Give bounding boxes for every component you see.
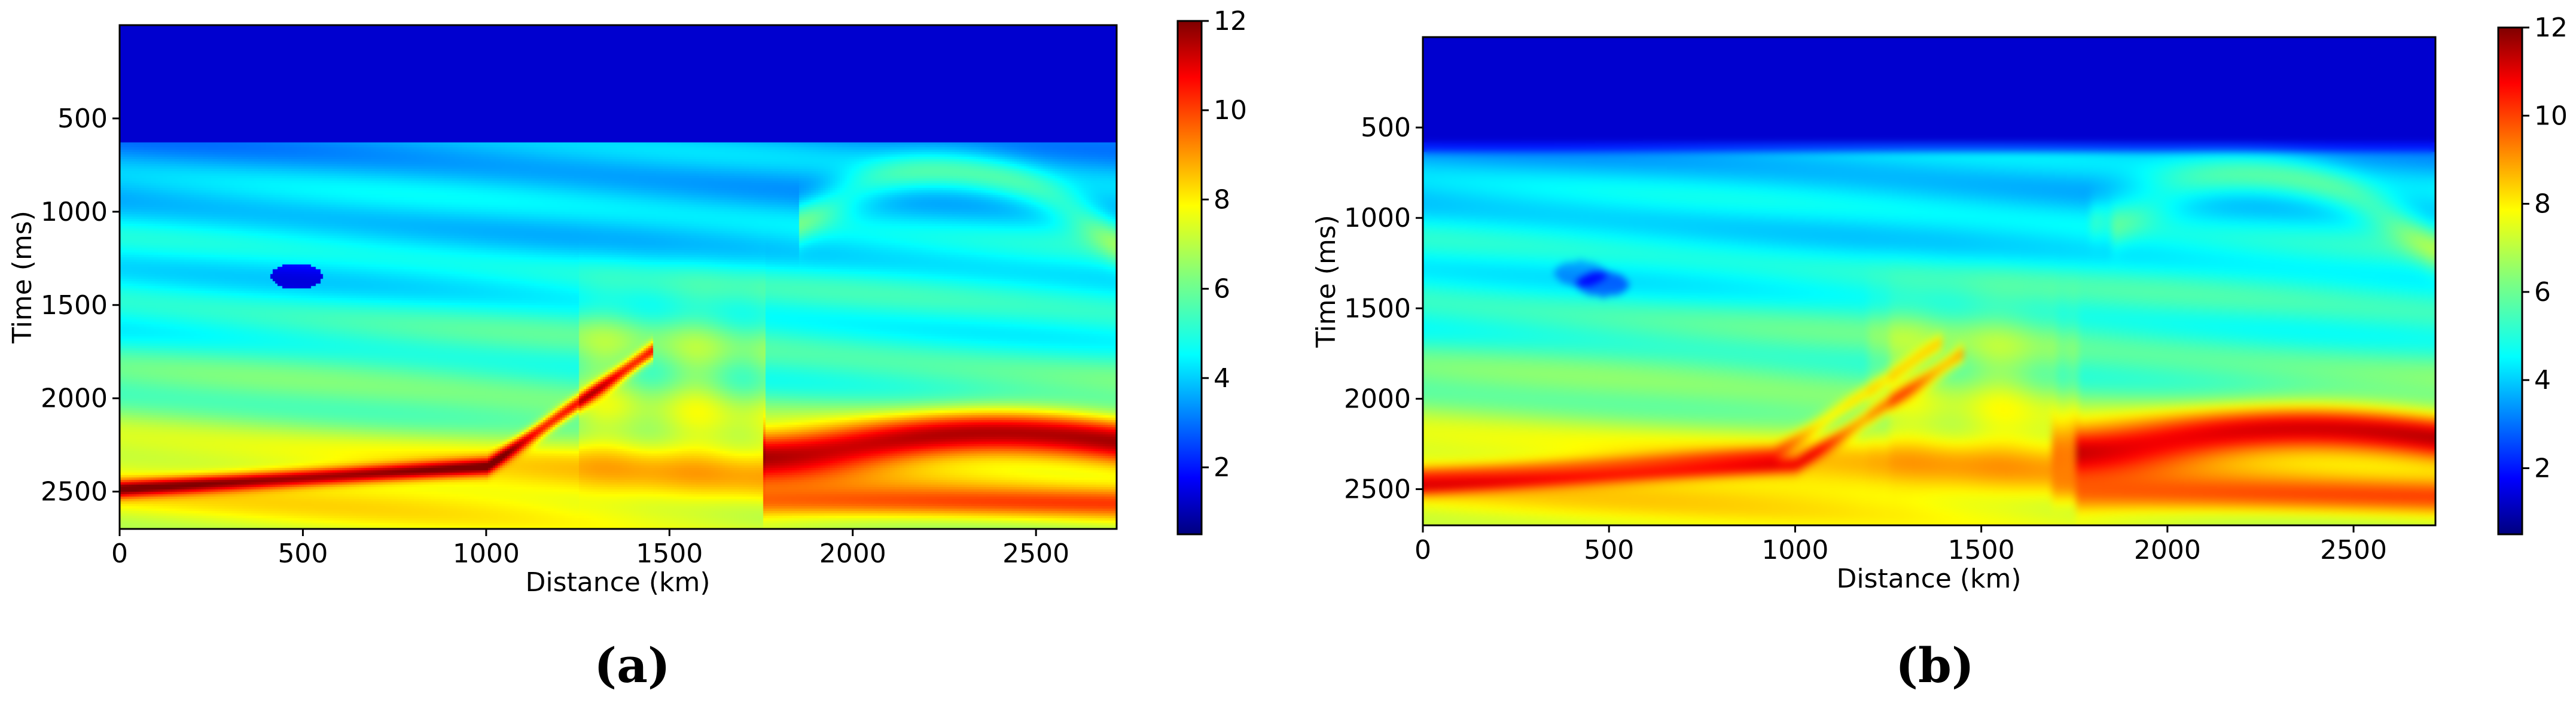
colorbar-a — [1176, 20, 1203, 535]
panel-label-b: (b) — [1895, 637, 1974, 693]
x-tick-label: 2000 — [2134, 535, 2201, 565]
x-axis-label-b: Distance (km) — [1836, 564, 2021, 594]
plot-frame-b — [1422, 36, 2437, 527]
colorbar-tick-label: 10 — [2534, 101, 2568, 131]
colorbar-tick-label: 10 — [1214, 95, 1247, 126]
y-tick-label: 500 — [57, 104, 108, 134]
colorbar-tick-label: 2 — [2534, 454, 2551, 484]
plot-frame-a — [118, 24, 1118, 530]
x-axis-ticks-b: 0 500 1000 1500 2000 2500 — [1414, 525, 2387, 565]
y-tick-label: 1500 — [1344, 293, 1411, 324]
colorbar-tick-label: 12 — [1214, 6, 1247, 36]
colorbar-ticks-b: 2 4 6 8 10 12 — [2522, 13, 2568, 484]
colorbar-tick-label: 8 — [2534, 189, 2551, 220]
y-axis-ticks-b: 500 1000 1500 2000 2500 — [1344, 112, 1423, 505]
x-tick-label: 0 — [1414, 535, 1431, 565]
y-axis-label-a: Time (ms) — [7, 211, 38, 344]
colorbar-tick-label: 6 — [1214, 274, 1230, 305]
panel-b: 0 500 1000 1500 2000 2500 5001000150020002500… — [1311, 13, 2568, 693]
x-tick-label: 1000 — [1761, 535, 1828, 565]
heatmap-image-a — [120, 25, 1117, 529]
x-tick-label: 2500 — [2320, 535, 2387, 565]
colorbar-b — [2497, 26, 2523, 535]
x-tick-label: 1000 — [453, 538, 520, 569]
heatmap-image-b — [1423, 37, 2435, 525]
y-tick-label: 2500 — [1344, 474, 1411, 505]
x-tick-label: 0 — [111, 538, 128, 569]
colorbar-tick-label: 4 — [1214, 363, 1230, 394]
colorbar-tick-label: 8 — [1214, 184, 1230, 215]
colorbar-tick-label: 12 — [2534, 13, 2568, 43]
y-axis-label-b: Time (ms) — [1311, 215, 1342, 348]
y-tick-label: 1000 — [1344, 203, 1411, 233]
x-tick-label: 2500 — [1002, 538, 1069, 569]
panel-a: 0 500 1000 1500 2000 2500 5001000150020002500… — [7, 6, 1247, 693]
colorbar-tick-label: 2 — [1214, 452, 1230, 483]
x-axis-label-a: Distance (km) — [525, 567, 710, 598]
colorbar-tick-label: 4 — [2534, 365, 2551, 395]
y-tick-label: 2000 — [41, 384, 108, 414]
y-tick-label: 2500 — [41, 477, 108, 507]
x-tick-label: 1500 — [636, 538, 703, 569]
y-tick-label: 2000 — [1344, 384, 1411, 414]
y-tick-label: 1500 — [41, 290, 108, 321]
x-tick-label: 500 — [278, 538, 328, 569]
panel-label-a: (a) — [594, 637, 670, 693]
x-tick-label: 500 — [1584, 535, 1634, 565]
y-axis-ticks-a: 500 1000 1500 2000 2500 — [41, 104, 120, 507]
colorbar-ticks-a: 2 4 6 8 10 12 — [1202, 6, 1247, 483]
x-axis-ticks-a: 0 500 1000 1500 2000 2500 — [111, 529, 1069, 569]
x-tick-label: 1500 — [1948, 535, 2015, 565]
y-tick-label: 500 — [1361, 112, 1411, 143]
y-tick-label: 1000 — [41, 197, 108, 227]
x-tick-label: 2000 — [819, 538, 886, 569]
colorbar-tick-label: 6 — [2534, 277, 2551, 308]
